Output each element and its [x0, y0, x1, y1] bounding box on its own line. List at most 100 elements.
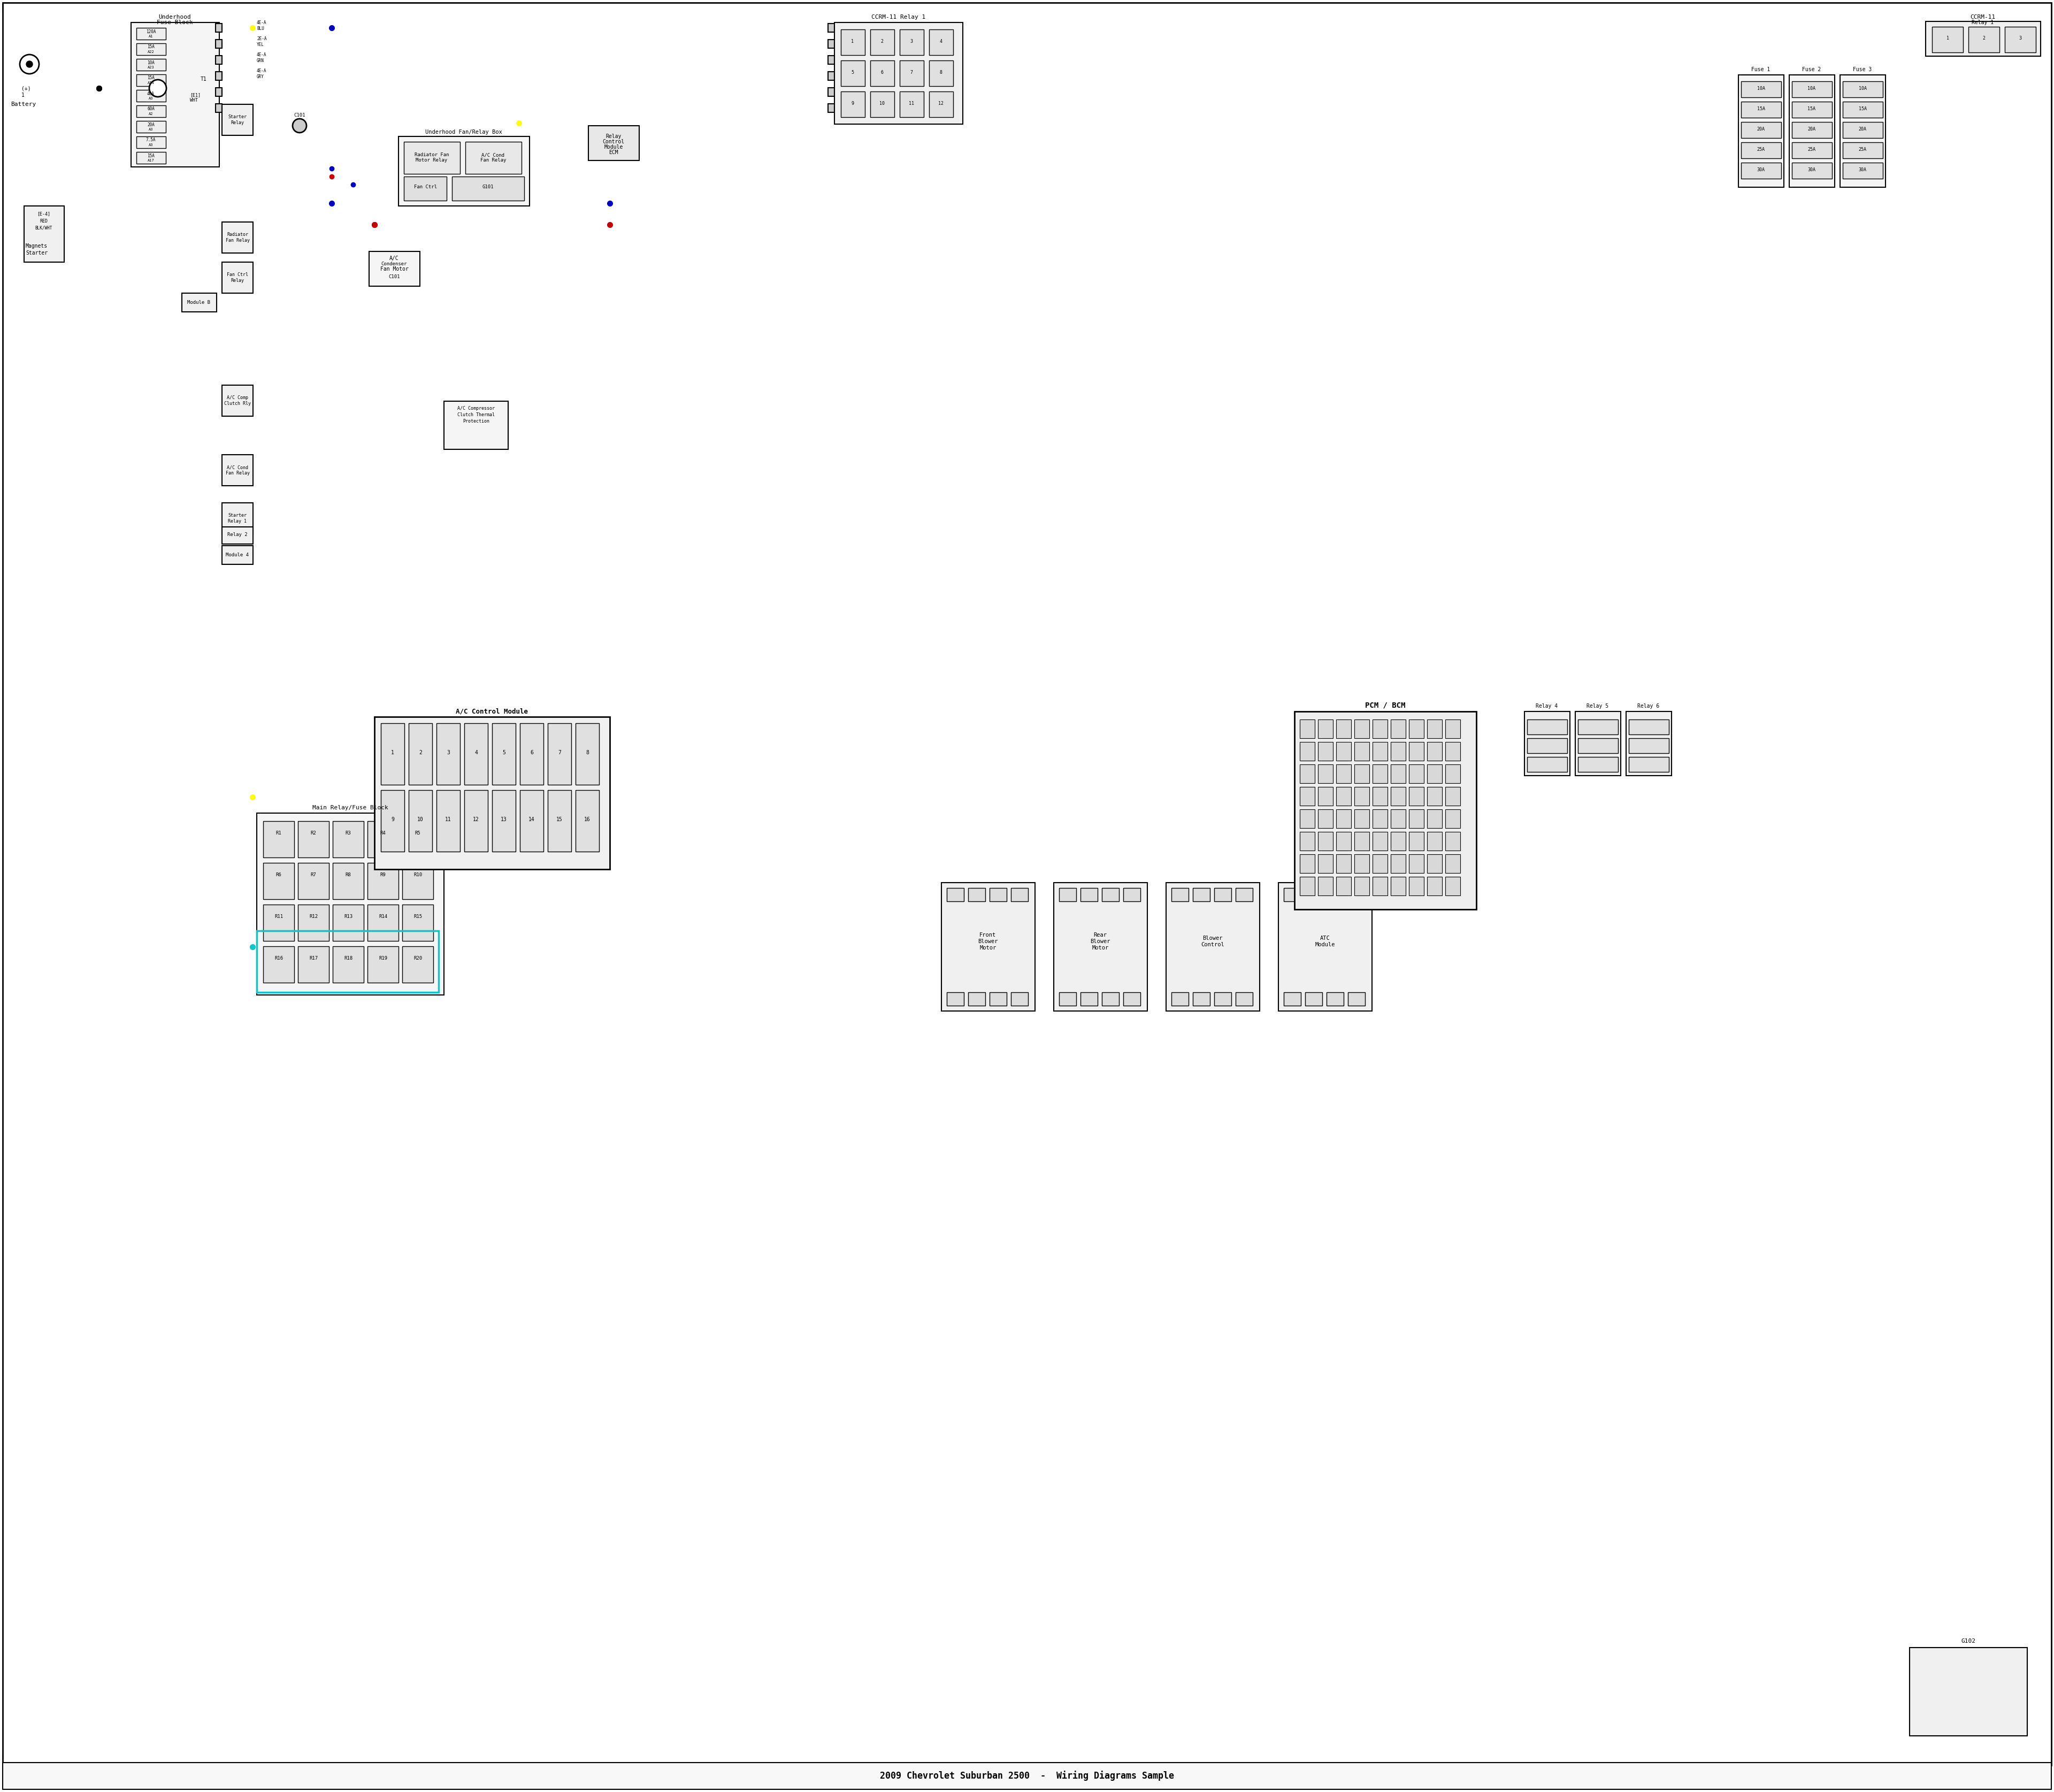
Bar: [1319, 742, 1333, 760]
Text: 15A: 15A: [148, 154, 154, 158]
Bar: [1372, 855, 1389, 873]
Bar: [840, 61, 865, 86]
Text: 4E-A
GRN: 4E-A GRN: [257, 52, 267, 63]
Bar: [374, 717, 610, 869]
Bar: [405, 177, 446, 201]
Bar: [1526, 719, 1567, 735]
Bar: [222, 104, 253, 136]
Text: 8: 8: [939, 70, 943, 75]
Bar: [1428, 876, 1442, 896]
Bar: [1300, 876, 1315, 896]
Bar: [587, 125, 639, 161]
Bar: [1354, 765, 1370, 783]
Bar: [1446, 787, 1460, 806]
Text: R19: R19: [378, 955, 388, 961]
Bar: [1347, 889, 1366, 901]
Text: Magnets: Magnets: [25, 244, 47, 249]
Text: R17: R17: [310, 955, 318, 961]
Text: 15A: 15A: [1756, 106, 1764, 111]
Bar: [1300, 719, 1315, 738]
Bar: [25, 206, 64, 262]
Bar: [403, 862, 433, 900]
Bar: [1842, 142, 1884, 158]
Bar: [990, 889, 1006, 901]
Text: 60A: 60A: [148, 108, 154, 111]
Bar: [1446, 742, 1460, 760]
Bar: [967, 993, 986, 1005]
Bar: [1327, 889, 1343, 901]
Text: Protection: Protection: [462, 419, 489, 423]
Bar: [1446, 855, 1460, 873]
Bar: [216, 88, 222, 97]
Bar: [1409, 765, 1423, 783]
Text: 12: 12: [472, 817, 479, 823]
Bar: [403, 821, 433, 858]
Text: A1: A1: [148, 34, 154, 38]
Bar: [1337, 876, 1352, 896]
Text: 6: 6: [881, 70, 883, 75]
Bar: [1300, 810, 1315, 828]
Bar: [941, 883, 1035, 1011]
Bar: [1354, 855, 1370, 873]
Text: 4: 4: [474, 751, 479, 754]
Bar: [1791, 81, 1832, 97]
Text: R3: R3: [345, 830, 351, 835]
Bar: [1080, 993, 1097, 1005]
Text: ECM: ECM: [608, 151, 618, 156]
Bar: [871, 61, 893, 86]
Text: A/C Control Module: A/C Control Module: [456, 708, 528, 715]
Bar: [1319, 787, 1333, 806]
Bar: [1428, 810, 1442, 828]
Text: 1: 1: [21, 93, 25, 99]
Bar: [263, 946, 294, 982]
Text: (+): (+): [21, 86, 31, 91]
Text: R14: R14: [378, 914, 388, 919]
Bar: [1577, 719, 1619, 735]
Bar: [1193, 993, 1210, 1005]
Bar: [1627, 711, 1672, 776]
Bar: [263, 821, 294, 858]
Bar: [1842, 163, 1884, 179]
Bar: [1101, 993, 1119, 1005]
Text: Radiator Fan: Radiator Fan: [415, 152, 450, 158]
Bar: [1446, 876, 1460, 896]
Bar: [871, 29, 893, 56]
Text: R10: R10: [413, 873, 421, 876]
Text: [E-4]: [E-4]: [37, 211, 51, 217]
Bar: [1237, 889, 1253, 901]
Text: Fuse 1: Fuse 1: [1752, 66, 1771, 72]
Bar: [1391, 787, 1405, 806]
Bar: [1337, 719, 1352, 738]
Bar: [548, 790, 571, 851]
Bar: [444, 401, 507, 450]
Bar: [222, 222, 253, 253]
Text: 30A: 30A: [1808, 167, 1816, 172]
Text: 3: 3: [2019, 36, 2021, 41]
Bar: [928, 29, 953, 56]
Text: 4E-A
GRY: 4E-A GRY: [257, 68, 267, 79]
Bar: [1278, 883, 1372, 1011]
Bar: [1742, 102, 1781, 118]
Bar: [1391, 855, 1405, 873]
Text: R8: R8: [345, 873, 351, 876]
Text: Blower
Control: Blower Control: [1202, 935, 1224, 948]
Bar: [900, 29, 924, 56]
Bar: [1428, 855, 1442, 873]
Bar: [1124, 889, 1140, 901]
Text: Rear
Blower
Motor: Rear Blower Motor: [1091, 932, 1111, 950]
Text: 10A: 10A: [1756, 86, 1764, 91]
Bar: [840, 29, 865, 56]
Text: 10: 10: [417, 817, 423, 823]
Bar: [1060, 889, 1076, 901]
Text: 10A: 10A: [1859, 86, 1867, 91]
Bar: [1391, 742, 1405, 760]
Bar: [409, 724, 431, 785]
Text: A22: A22: [148, 50, 154, 54]
Bar: [370, 251, 419, 287]
Bar: [1428, 787, 1442, 806]
Bar: [452, 177, 524, 201]
Bar: [828, 88, 834, 97]
Bar: [1214, 889, 1230, 901]
Text: Starter: Starter: [25, 251, 47, 256]
Text: Fan Motor: Fan Motor: [380, 267, 409, 272]
